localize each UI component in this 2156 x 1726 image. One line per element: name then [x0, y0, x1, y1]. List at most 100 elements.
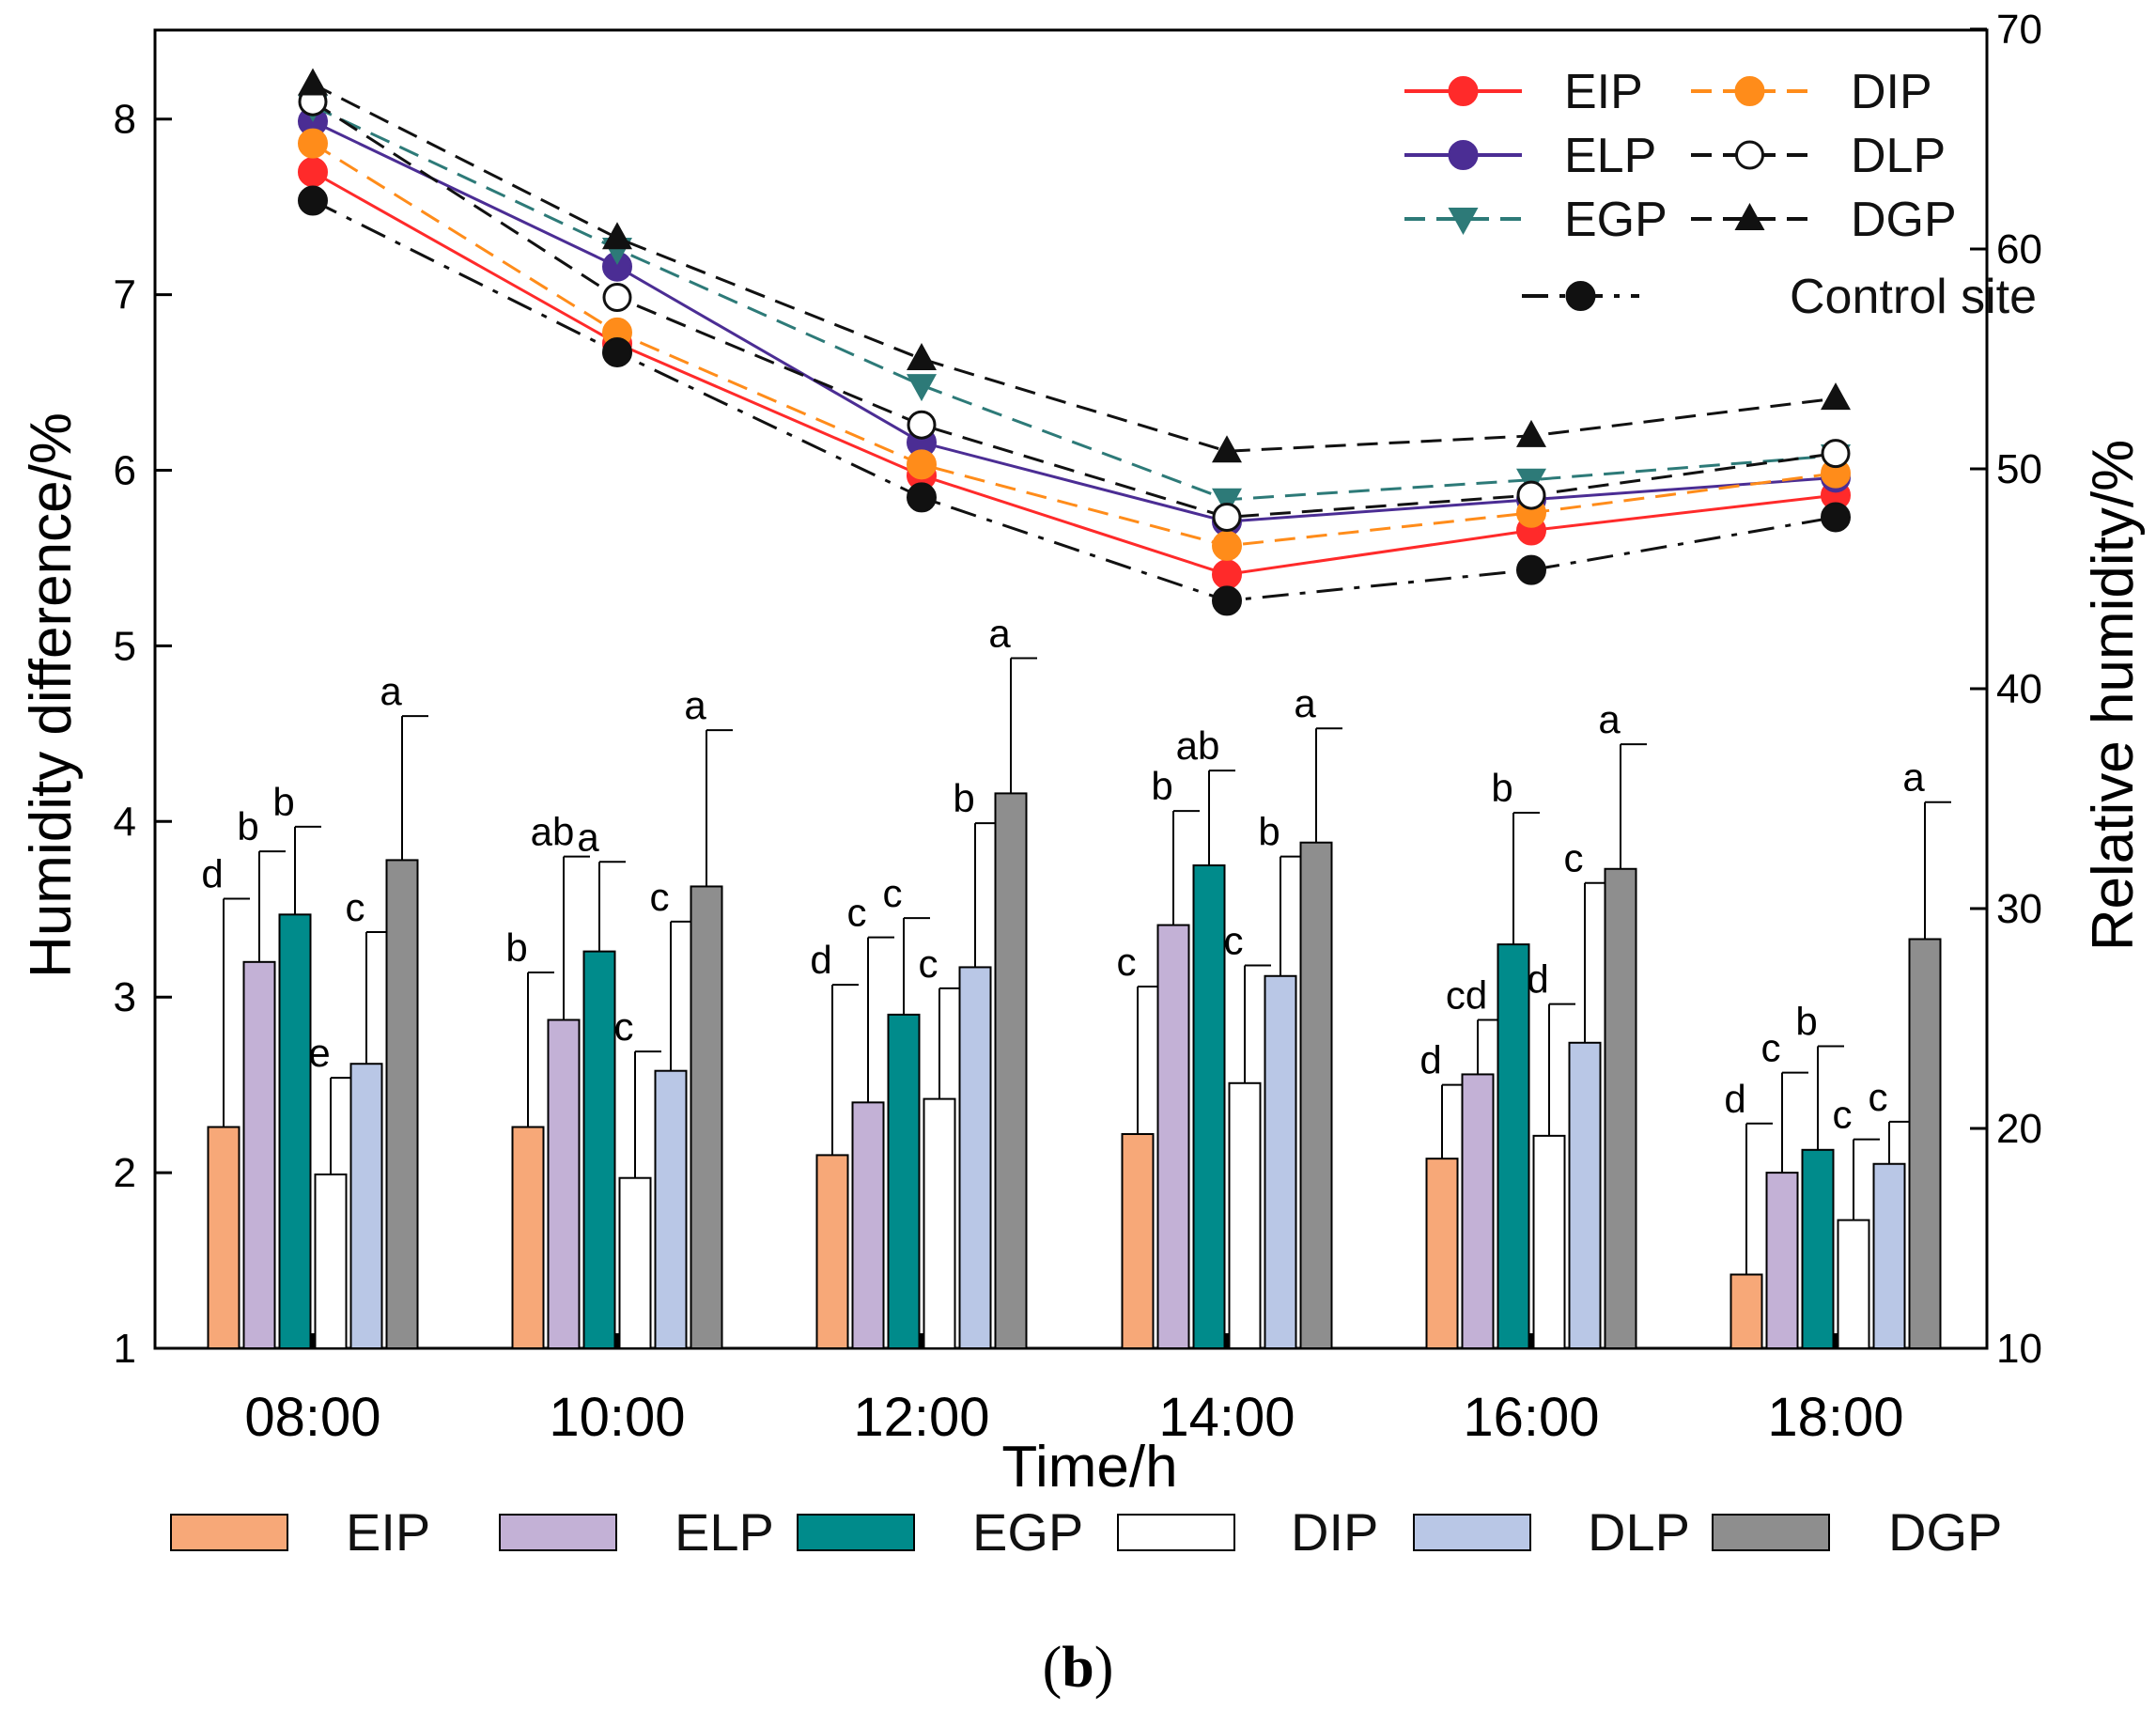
bar	[618, 1176, 652, 1350]
right-tick-label: 40	[1996, 666, 2042, 712]
significance-letter: d	[1419, 1038, 1441, 1082]
bar	[815, 1154, 849, 1350]
line-marker	[907, 449, 937, 480]
line-marker	[1212, 559, 1242, 590]
caption-open: (	[1042, 1636, 1062, 1700]
significance-letter: b	[953, 776, 974, 820]
line-marker	[1212, 502, 1242, 532]
bar-legend-label: DIP	[1291, 1502, 1378, 1562]
line-marker	[1734, 76, 1765, 106]
line-series-dip	[312, 142, 1837, 548]
significance-letter: c	[1117, 940, 1137, 984]
right-tick-label: 10	[1996, 1326, 2042, 1372]
caption-close: )	[1094, 1636, 1114, 1700]
bar	[1908, 938, 1942, 1349]
bar	[1156, 924, 1190, 1349]
left-tick-label: 3	[114, 974, 136, 1020]
right-tick-label: 30	[1996, 886, 2042, 932]
line-marker	[1212, 585, 1242, 616]
bar	[887, 1013, 921, 1349]
significance-letter: b	[505, 925, 527, 970]
line-marker	[907, 343, 937, 370]
line-marker	[1448, 76, 1479, 106]
significance-letter: d	[1527, 957, 1548, 1002]
line-legend-label: EIP	[1564, 65, 1643, 119]
significance-letter: a	[988, 611, 1011, 655]
significance-letter: c	[847, 891, 867, 935]
x-tick-label: 18:00	[1767, 1387, 1903, 1448]
bar	[1497, 943, 1530, 1349]
line-marker	[1516, 554, 1546, 585]
line-legend-label: DIP	[1851, 65, 1932, 119]
bar	[1729, 1273, 1763, 1349]
significance-letter: a	[1598, 697, 1621, 741]
bar	[994, 792, 1028, 1349]
line-marker	[1212, 530, 1242, 561]
significance-letter: b	[237, 804, 258, 848]
bar-legend-swatch	[170, 1514, 288, 1551]
significance-letter: b	[1258, 810, 1280, 854]
line-marker	[907, 482, 937, 513]
line-marker	[1516, 419, 1546, 447]
significance-letter: d	[1724, 1077, 1745, 1121]
bar-legend-label: DLP	[1588, 1502, 1690, 1562]
significance-letter: e	[308, 1031, 330, 1075]
significance-letter: ab	[1176, 723, 1220, 768]
right-tick-label: 50	[1996, 446, 2042, 492]
line-marker	[907, 410, 937, 440]
bar	[1837, 1219, 1870, 1349]
left-tick-label: 4	[114, 799, 136, 845]
line-legend-label: ELP	[1564, 129, 1656, 183]
line-legend-label: DLP	[1851, 129, 1946, 183]
significance-letter: cd	[1446, 972, 1487, 1017]
significance-letter: c	[883, 871, 903, 915]
y-axis-left-title: Humidity difference/%	[19, 412, 84, 978]
bar	[314, 1173, 348, 1349]
line-series-control-site	[312, 199, 1837, 602]
line-series-dlp	[312, 100, 1837, 519]
line-legend-label: Control site	[1790, 270, 2037, 324]
left-tick-label: 1	[114, 1326, 136, 1372]
bar	[654, 1069, 688, 1349]
x-tick-label: 08:00	[244, 1387, 380, 1448]
bar	[1121, 1132, 1155, 1350]
figure-caption: (b)	[0, 1635, 2156, 1702]
line-marker	[602, 336, 632, 367]
bar-legend-label: DGP	[1888, 1502, 2002, 1562]
line-legend-label: EGP	[1564, 193, 1667, 247]
significance-letter: c	[1869, 1075, 1888, 1119]
bar	[690, 885, 723, 1349]
right-tick-label: 60	[1996, 226, 2042, 272]
bar-legend-swatch	[1712, 1514, 1830, 1551]
bar	[1872, 1162, 1906, 1349]
significance-letter: c	[614, 1004, 634, 1049]
bar	[207, 1126, 240, 1349]
line-series-elp	[312, 119, 1837, 523]
line-legend-label: DGP	[1851, 193, 1957, 247]
bar	[958, 966, 992, 1349]
bar	[582, 950, 616, 1350]
bar-legend-label: ELP	[675, 1502, 774, 1562]
bar-legend-swatch	[1413, 1514, 1531, 1551]
line-marker	[602, 222, 632, 250]
significance-letter: c	[1224, 919, 1244, 963]
bar	[278, 913, 312, 1349]
line-marker	[1821, 439, 1851, 469]
line-marker	[1212, 435, 1242, 463]
significance-letter: c	[919, 941, 938, 986]
significance-letter: c	[346, 885, 365, 929]
bar	[1461, 1073, 1495, 1350]
bar	[923, 1097, 956, 1350]
x-tick-label: 16:00	[1463, 1387, 1599, 1448]
bar	[1192, 864, 1226, 1349]
x-tick-label: 10:00	[549, 1387, 685, 1448]
significance-letter: c	[650, 875, 670, 919]
bar-legend-swatch	[1117, 1514, 1235, 1551]
x-axis-title: Time/h	[1001, 1435, 1177, 1500]
bar	[1299, 841, 1333, 1349]
line-marker	[907, 374, 937, 402]
line-marker	[1734, 203, 1765, 230]
significance-letter: ab	[531, 810, 575, 854]
bar	[1425, 1158, 1459, 1349]
